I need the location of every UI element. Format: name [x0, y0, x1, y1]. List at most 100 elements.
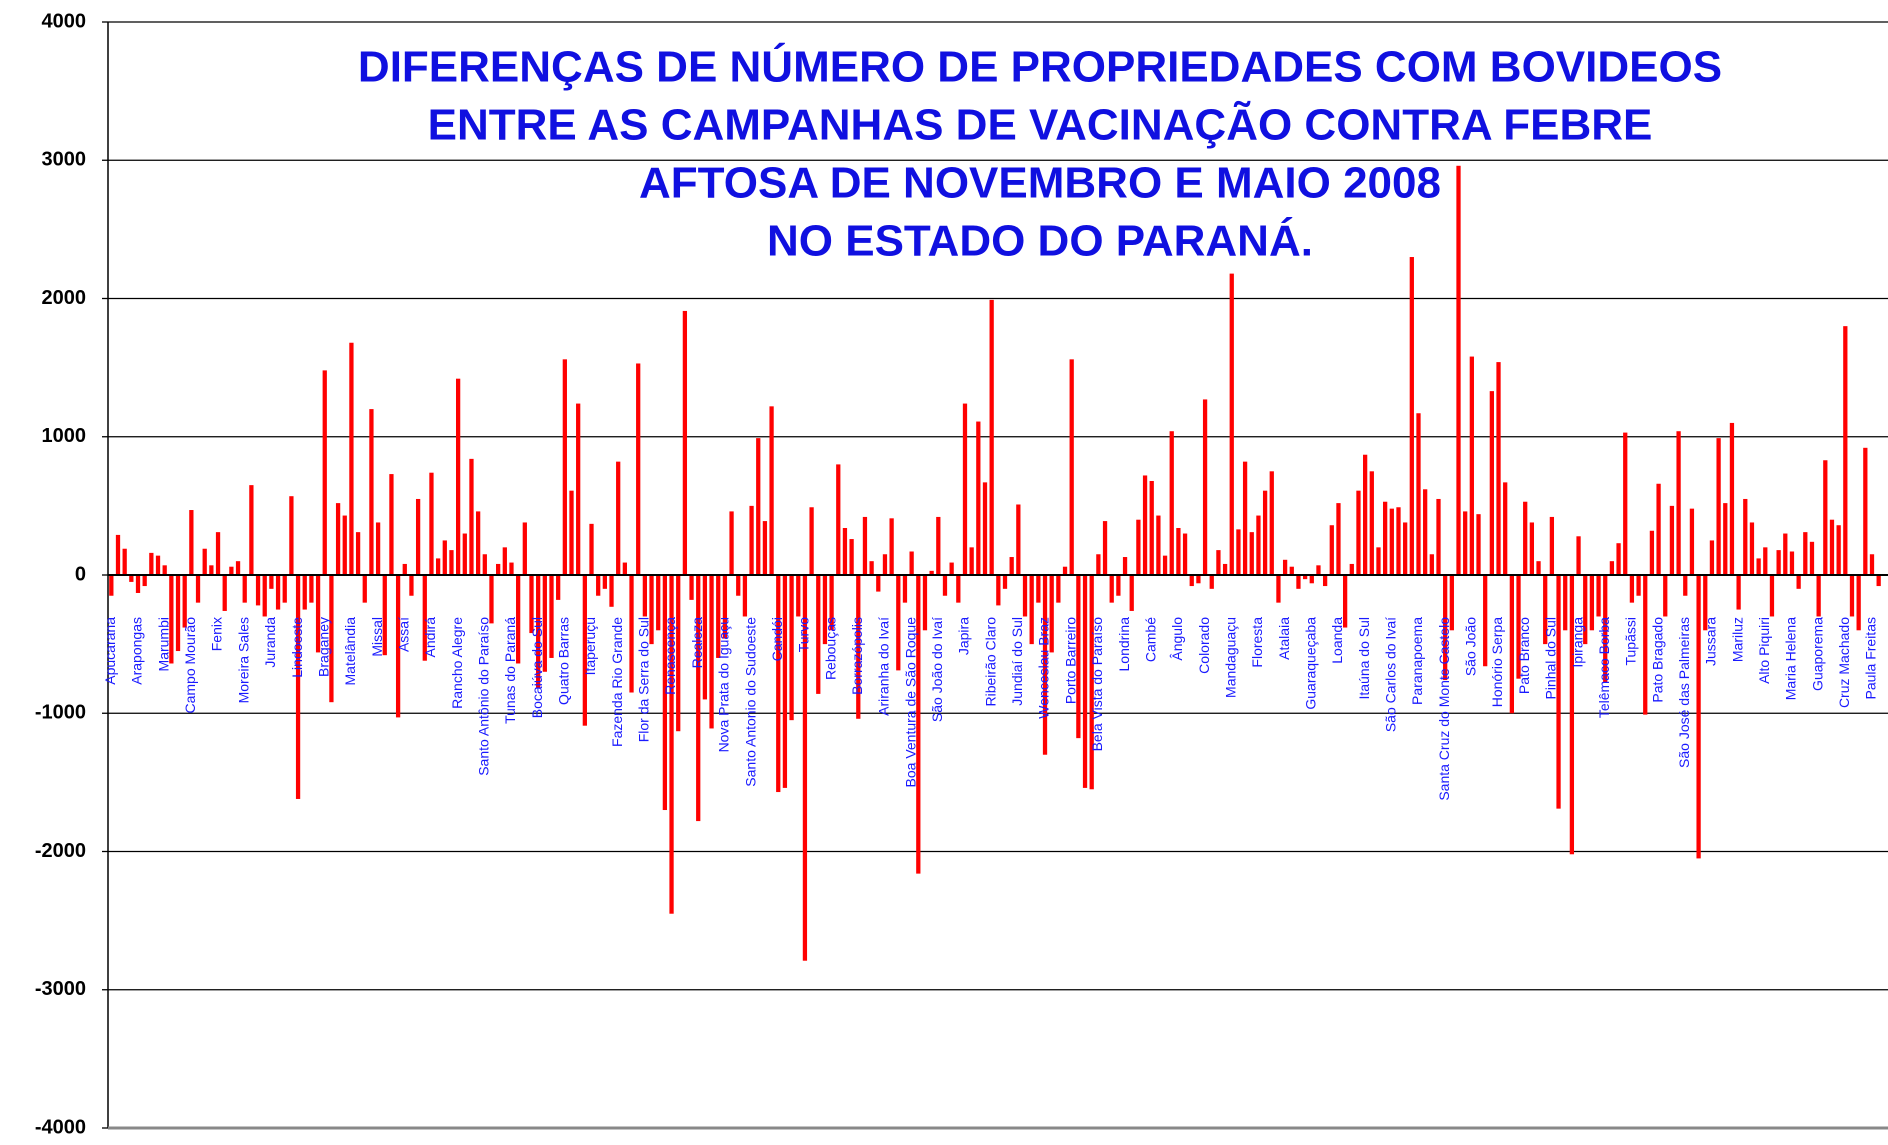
x-tick-label: Santa Cruz do Monte Castelo	[1436, 617, 1452, 801]
y-tick-label: 2000	[42, 287, 87, 309]
x-tick-label: Wenceslau Braz	[1036, 617, 1052, 719]
bar	[1723, 503, 1728, 575]
bar	[1236, 529, 1241, 575]
bar	[1609, 561, 1615, 575]
bar	[402, 563, 407, 575]
x-tick-label: Ribeirão Claro	[982, 617, 998, 707]
bar	[1076, 575, 1081, 739]
bar	[195, 575, 201, 603]
bar	[1209, 575, 1214, 589]
bar	[182, 575, 187, 628]
bar	[616, 461, 621, 575]
bar	[375, 522, 381, 575]
bar	[969, 547, 974, 575]
bar	[756, 438, 761, 575]
bar	[842, 527, 848, 575]
bar	[1509, 575, 1514, 714]
bar	[682, 310, 688, 575]
bar	[549, 575, 554, 658]
bar	[1463, 511, 1468, 575]
x-tick-label: Itaperuçu	[582, 617, 598, 675]
bar	[1269, 471, 1274, 575]
x-tick-label: Turvo	[796, 617, 812, 652]
bar	[1049, 575, 1054, 653]
bar	[782, 575, 788, 788]
bar	[189, 510, 194, 575]
bar	[342, 515, 347, 575]
bar	[1162, 555, 1168, 575]
x-tick-label: Tupãssi	[1623, 617, 1639, 666]
bar	[1649, 530, 1655, 575]
x-tick-label: Flor da Serra do Sul	[636, 617, 652, 742]
chart-title: ENTRE AS CAMPANHAS DE VACINAÇÃO CONTRA F…	[428, 100, 1653, 150]
bar	[1489, 391, 1494, 575]
bar	[1336, 503, 1341, 575]
x-tick-label: Quatro Barras	[556, 617, 572, 705]
bar	[1676, 431, 1681, 575]
bar	[175, 575, 181, 652]
bar	[1262, 490, 1268, 575]
bar	[1156, 515, 1161, 575]
x-tick-label: Pato Bragado	[1649, 617, 1665, 703]
bar	[1516, 575, 1521, 679]
x-tick-label: Porto Barreiro	[1062, 617, 1078, 704]
bar	[1423, 489, 1428, 575]
bar	[742, 575, 748, 617]
bar	[1149, 480, 1154, 575]
bar	[1803, 532, 1808, 575]
x-tick-label: Lindoeste	[289, 617, 305, 678]
bar	[1396, 507, 1401, 575]
bar	[936, 516, 941, 575]
bar	[996, 575, 1001, 606]
bar	[636, 363, 641, 575]
bar	[1816, 575, 1821, 617]
bar	[1596, 575, 1601, 617]
x-tick-label: Borrazópolis	[849, 617, 865, 695]
bar	[642, 575, 648, 617]
chart-title: NO ESTADO DO PARANÁ.	[767, 216, 1313, 266]
x-tick-label: Ângulo	[1169, 617, 1185, 661]
bar	[469, 458, 474, 575]
bar	[749, 505, 754, 575]
bar	[1349, 563, 1354, 575]
bar	[275, 575, 281, 610]
bar	[142, 575, 147, 587]
x-tick-label: Realeza	[689, 617, 705, 669]
bar	[1709, 540, 1715, 575]
bar	[1549, 516, 1555, 575]
x-tick-label: Guaporema	[1809, 617, 1825, 691]
bar	[1082, 575, 1088, 788]
x-tick-label: Japira	[956, 617, 972, 655]
bar	[889, 518, 894, 575]
bar	[1022, 575, 1028, 617]
bar	[229, 566, 234, 575]
bar	[542, 575, 547, 672]
bar	[1122, 557, 1128, 575]
bar	[502, 547, 507, 575]
x-tick-label: Jundiaí do Sul	[1009, 617, 1025, 706]
bar	[129, 575, 134, 582]
bar	[1589, 575, 1595, 631]
bar	[255, 575, 261, 606]
bar	[656, 575, 661, 631]
bar	[1869, 554, 1875, 575]
x-tick-label: Missal	[369, 617, 385, 657]
bar	[329, 575, 334, 703]
bar	[1329, 525, 1334, 575]
bar	[1169, 431, 1174, 575]
bar	[942, 575, 948, 596]
x-tick-label: Honório Serpa	[1489, 617, 1505, 707]
bar	[669, 575, 674, 914]
bar	[155, 555, 161, 575]
bar	[1496, 362, 1501, 575]
bar	[982, 482, 988, 575]
x-tick-label: Bela Vista do Paraíso	[1089, 617, 1105, 752]
bar	[1563, 575, 1568, 631]
bar	[522, 522, 527, 575]
bar	[169, 575, 174, 664]
bar	[1703, 575, 1708, 631]
bar	[422, 575, 427, 661]
bar	[1483, 575, 1488, 667]
bar	[1002, 575, 1008, 589]
